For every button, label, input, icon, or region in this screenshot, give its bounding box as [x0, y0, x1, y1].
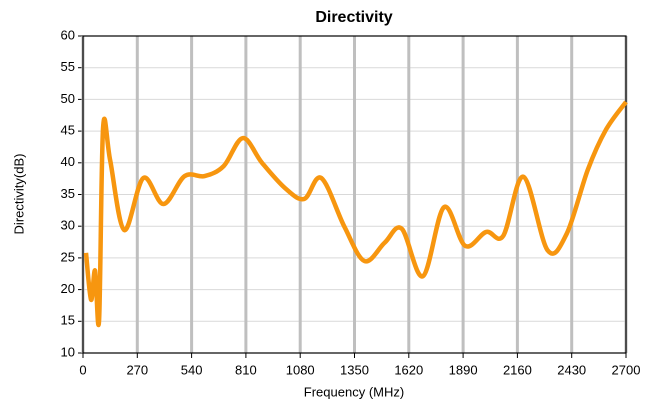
y-tick-label: 20: [61, 281, 75, 296]
x-tick-label: 810: [235, 362, 257, 377]
x-tick-label: 270: [126, 362, 148, 377]
y-axis-label: Directivity(dB): [11, 154, 26, 235]
x-tick-label: 1080: [286, 362, 315, 377]
y-tick-label: 35: [61, 186, 75, 201]
y-tick-label: 25: [61, 249, 75, 264]
x-axis-label: Frequency (MHz): [304, 384, 404, 399]
x-tick-label: 540: [181, 362, 203, 377]
y-tick-label: 55: [61, 59, 75, 74]
chart-title: Directivity: [315, 9, 392, 26]
y-tick-label: 40: [61, 154, 75, 169]
x-tick-label: 1890: [449, 362, 478, 377]
x-tick-label: 1350: [340, 362, 369, 377]
plot-frame: [82, 35, 627, 354]
x-tick-label: 2700: [612, 362, 641, 377]
y-tick-label: 10: [61, 344, 75, 359]
y-tick-label: 15: [61, 313, 75, 328]
y-tick-label: 30: [61, 218, 75, 233]
x-tick-label: 0: [79, 362, 86, 377]
x-tick-label: 2160: [503, 362, 532, 377]
data-line: [83, 100, 628, 327]
y-tick-label: 50: [61, 91, 75, 106]
y-tick-label: 45: [61, 123, 75, 138]
x-tick-label: 2430: [557, 362, 586, 377]
x-tick-label: 1620: [394, 362, 423, 377]
y-tick-label: 60: [61, 27, 75, 42]
